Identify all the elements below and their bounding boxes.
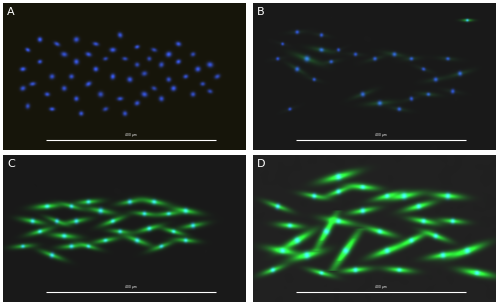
- Text: B: B: [258, 8, 265, 17]
- Text: 400 μm: 400 μm: [125, 285, 137, 289]
- Text: 400 μm: 400 μm: [375, 133, 387, 137]
- Text: A: A: [8, 8, 15, 17]
- Text: 400 μm: 400 μm: [125, 133, 137, 137]
- Text: C: C: [8, 160, 15, 169]
- Text: 400 μm: 400 μm: [375, 285, 387, 289]
- Text: D: D: [258, 160, 266, 169]
